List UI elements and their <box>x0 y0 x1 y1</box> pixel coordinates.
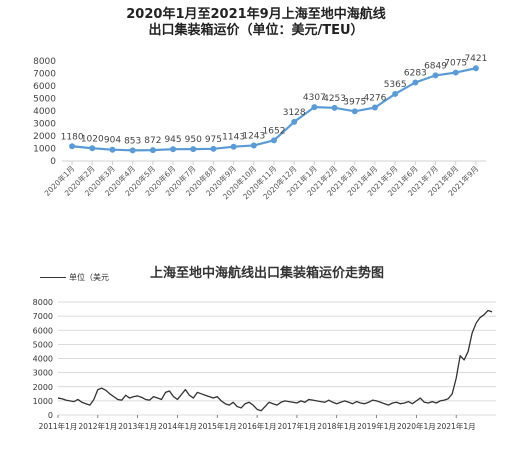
chart-1-data-label: 945 <box>164 135 181 145</box>
chart-2-x-tick-label: 2020年1月 <box>397 421 436 431</box>
chart-1-data-label: 872 <box>144 136 161 146</box>
chart-1-data-label: 6849 <box>424 61 447 71</box>
chart-2-y-tick-label: 8000 <box>33 298 53 307</box>
chart-1-y-tick-label: 7000 <box>33 70 56 80</box>
chart-1-data-point <box>149 147 156 154</box>
chart-2-plot: 0 1000 2000 3000 4000 5000 6000 7000 8000 2011年1月… <box>33 298 496 431</box>
chart-1-y-tick-label: 5000 <box>33 95 56 105</box>
chart-1-y-tick-label: 6000 <box>33 82 56 92</box>
chart-2-y-tick-label: 3000 <box>33 369 53 378</box>
chart-1-data-label: 6283 <box>404 68 427 78</box>
chart-1: 2020年1月至2021年9月上海至地中海航线 出口集装箱运价（单位：美元/TE… <box>33 7 487 202</box>
chart-1-data-label: 5365 <box>384 80 407 90</box>
chart-1-data-label: 1243 <box>242 131 265 141</box>
chart-1-data-label: 1020 <box>81 134 104 144</box>
chart-1-data-label: 4253 <box>323 94 346 104</box>
chart-2-x-tick-label: 2018年1月 <box>317 421 356 431</box>
chart-1-data-point <box>250 142 257 149</box>
chart-1-data-label: 4276 <box>363 94 386 104</box>
chart-1-y-tick-label: 0 <box>50 157 56 167</box>
chart-2-x-tick-label: 2016年1月 <box>238 421 277 431</box>
chart-1-data-label: 950 <box>185 135 202 145</box>
chart-2-y-tick-label: 6000 <box>33 326 53 335</box>
chart-1-data-point <box>432 72 439 79</box>
chart-1-data-point <box>109 146 116 153</box>
chart-2-title: 上海至地中海航线出口集装箱运价走势图 <box>150 266 385 281</box>
chart-1-data-label: 1143 <box>222 133 245 143</box>
chart-2-x-tick-label: 2021年1月 <box>437 421 476 431</box>
chart-1-data-point <box>291 118 298 125</box>
chart-1-data-point <box>392 90 399 97</box>
legend-line-swatch <box>40 277 66 278</box>
chart-1-data-label: 7421 <box>464 54 487 64</box>
chart-2-x-tick-label: 2017年1月 <box>277 421 316 431</box>
chart-1-y-tick-label: 3000 <box>33 120 56 130</box>
chart-2-y-tick-label: 2000 <box>33 383 53 392</box>
chart-1-data-label: 3128 <box>283 108 306 118</box>
chart-1-y-tick-label: 2000 <box>33 132 56 142</box>
chart-1-data-point <box>190 146 197 153</box>
chart-2-x-tick-label: 2011年1月 <box>39 421 78 431</box>
chart-1-data-point <box>452 69 459 76</box>
chart-2-y-tick-label: 0 <box>48 411 53 420</box>
chart-1-data-point <box>371 104 378 111</box>
chart-1-data-label: 4307 <box>303 93 326 103</box>
chart-1-data-point <box>69 143 76 150</box>
chart-2-y-tick-label: 1000 <box>33 397 53 406</box>
chart-1-data-label: 3975 <box>343 97 366 107</box>
chart-1-data-point <box>129 147 136 154</box>
chart-2-y-tick-label: 5000 <box>33 340 53 349</box>
chart-1-plot: 0 1000 2000 3000 4000 5000 6000 7000 8000 1180102… <box>33 54 487 201</box>
chart-2-x-tick-label: 2012年1月 <box>78 421 117 431</box>
chart-1-data-point <box>170 146 177 153</box>
chart-1-data-label: 1180 <box>61 132 84 142</box>
chart-1-y-tick-label: 4000 <box>33 107 56 117</box>
chart-1-data-label: 7075 <box>444 59 467 69</box>
chart-1-data-point <box>412 79 419 86</box>
chart-1-data-point <box>351 108 358 115</box>
chart-2-x-tick-label: 2019年1月 <box>357 421 396 431</box>
chart-1-data-label: 975 <box>205 135 222 145</box>
chart-2-x-tick-label: 2015年1月 <box>198 421 237 431</box>
chart-2: 单位（美元 上海至地中海航线出口集装箱运价走势图 0 1000 2000 3000 40… <box>0 232 512 458</box>
chart-2-series-line <box>57 309 493 412</box>
chart-2-legend: 单位（美元 <box>40 272 109 283</box>
chart-1-data-point <box>472 65 479 72</box>
chart-1-data-point <box>331 104 338 111</box>
chart-1-data-label: 904 <box>104 136 121 146</box>
chart-2-legend-label: 单位（美元 <box>69 273 109 282</box>
chart-1-data-point <box>89 145 96 152</box>
chart-2-x-tick-label: 2014年1月 <box>158 421 197 431</box>
chart-1-title-line-2: 出口集装箱运价（单位：美元/TEU） <box>148 23 364 38</box>
chart-1-y-tick-label: 1000 <box>33 145 56 155</box>
chart-1-data-label: 1652 <box>263 126 286 136</box>
chart-1-data-point <box>311 104 318 111</box>
chart-1-data-point <box>271 137 277 144</box>
chart-2-x-tick-label: 2013年1月 <box>118 421 157 431</box>
chart-1-title-line-1: 2020年1月至2021年9月上海至地中海航线 <box>126 7 386 22</box>
chart-2-y-tick-label: 7000 <box>33 312 53 321</box>
chart-1-y-tick-label: 8000 <box>33 57 56 67</box>
chart-1-data-label: 853 <box>124 136 141 146</box>
chart-1-data-point <box>210 145 217 152</box>
chart-1-data-point <box>230 143 237 150</box>
chart-2-y-tick-label: 4000 <box>33 355 53 364</box>
